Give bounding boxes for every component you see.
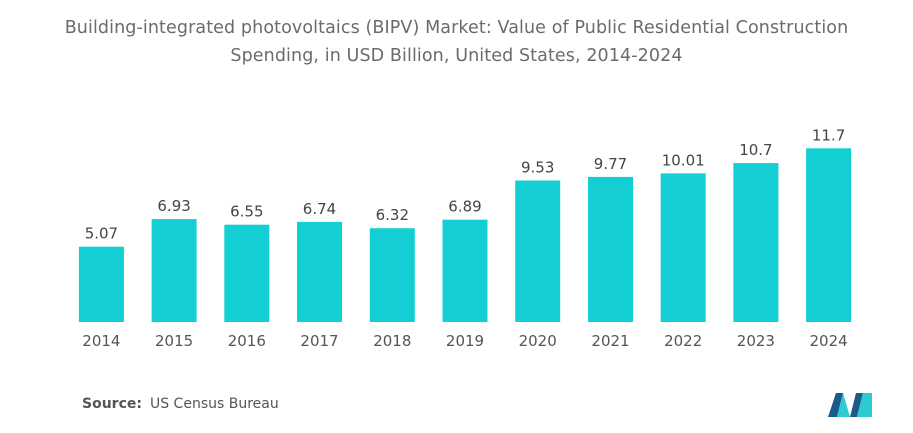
x-tick-label-2021: 2021 <box>591 332 629 350</box>
data-label-2017: 6.74 <box>303 200 336 218</box>
x-tick-label-2015: 2015 <box>155 332 193 350</box>
bar-2019 <box>442 219 488 322</box>
x-tick-label-2024: 2024 <box>810 332 848 350</box>
brand-logo-icon <box>828 393 872 417</box>
x-tick-label-2022: 2022 <box>664 332 702 350</box>
source-note: Source: US Census Bureau <box>82 396 279 412</box>
bar-2023 <box>733 163 779 322</box>
data-label-2022: 10.01 <box>662 151 705 169</box>
bar-2022 <box>660 173 706 322</box>
data-label-2023: 10.7 <box>739 141 772 159</box>
x-tick-label-2018: 2018 <box>373 332 411 350</box>
source-value: US Census Bureau <box>149 396 279 412</box>
bar-2021 <box>588 176 633 322</box>
chart-title-line-2: Spending, in USD Billion, United States,… <box>230 46 683 66</box>
source-label: Source: <box>82 396 142 412</box>
bar-2018 <box>369 228 415 322</box>
data-label-2019: 6.89 <box>448 198 481 216</box>
data-label-2020: 9.53 <box>521 159 554 177</box>
bar-2024 <box>806 148 852 322</box>
data-label-2015: 6.93 <box>157 197 190 215</box>
x-tick-label-2023: 2023 <box>737 332 775 350</box>
x-tick-label-2020: 2020 <box>519 332 557 350</box>
bar-2014 <box>78 246 124 322</box>
chart-title-line-1: Building-integrated photovoltaics (BIPV)… <box>64 18 849 38</box>
data-label-2014: 5.07 <box>85 225 118 243</box>
bar-2020 <box>515 180 561 322</box>
bar-2016 <box>224 224 270 322</box>
x-tick-label-2019: 2019 <box>446 332 484 350</box>
x-tick-label-2014: 2014 <box>82 332 120 350</box>
data-label-2016: 6.55 <box>230 203 263 221</box>
chart-title: Building-integrated photovoltaics (BIPV)… <box>30 14 883 70</box>
x-tick-label-2016: 2016 <box>228 332 266 350</box>
bar-2017 <box>297 221 342 322</box>
x-tick-label-2017: 2017 <box>300 332 338 350</box>
data-label-2018: 6.32 <box>376 206 409 224</box>
data-label-2021: 9.77 <box>594 155 627 173</box>
bar-2015 <box>151 219 197 322</box>
data-label-2024: 11.7 <box>812 126 845 144</box>
